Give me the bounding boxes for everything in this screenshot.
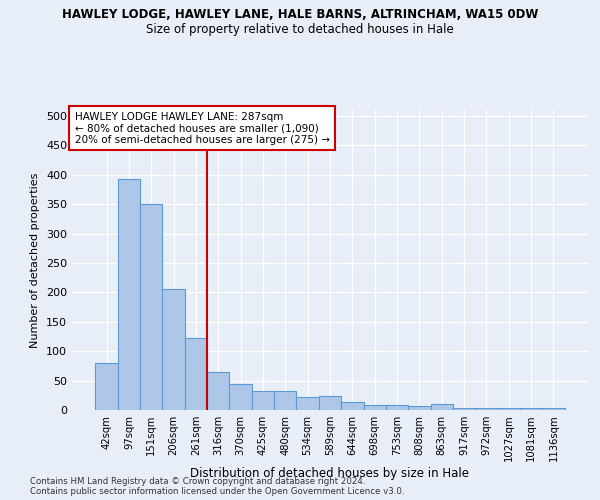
Bar	[163, 289, 185, 410]
Bar	[497, 408, 520, 410]
Bar	[319, 396, 341, 410]
Bar	[118, 179, 140, 410]
Bar	[386, 404, 408, 410]
Text: Contains public sector information licensed under the Open Government Licence v3: Contains public sector information licen…	[30, 488, 404, 496]
Text: HAWLEY LODGE, HAWLEY LANE, HALE BARNS, ALTRINCHAM, WA15 0DW: HAWLEY LODGE, HAWLEY LANE, HALE BARNS, A…	[62, 8, 538, 20]
Bar	[341, 402, 364, 410]
Bar	[229, 384, 252, 410]
Bar	[296, 397, 319, 410]
Bar	[408, 406, 431, 410]
Text: HAWLEY LODGE HAWLEY LANE: 287sqm
← 80% of detached houses are smaller (1,090)
20: HAWLEY LODGE HAWLEY LANE: 287sqm ← 80% o…	[74, 112, 329, 144]
Bar	[252, 390, 274, 410]
Bar	[453, 408, 475, 410]
Bar	[520, 408, 542, 410]
Bar	[364, 404, 386, 410]
Bar	[274, 390, 296, 410]
X-axis label: Distribution of detached houses by size in Hale: Distribution of detached houses by size …	[191, 467, 470, 480]
Bar	[542, 408, 565, 410]
Bar	[95, 363, 118, 410]
Bar	[207, 372, 229, 410]
Bar	[185, 338, 207, 410]
Bar	[431, 404, 453, 410]
Text: Size of property relative to detached houses in Hale: Size of property relative to detached ho…	[146, 22, 454, 36]
Y-axis label: Number of detached properties: Number of detached properties	[31, 172, 40, 348]
Text: Contains HM Land Registry data © Crown copyright and database right 2024.: Contains HM Land Registry data © Crown c…	[30, 478, 365, 486]
Bar	[475, 408, 497, 410]
Bar	[140, 204, 163, 410]
